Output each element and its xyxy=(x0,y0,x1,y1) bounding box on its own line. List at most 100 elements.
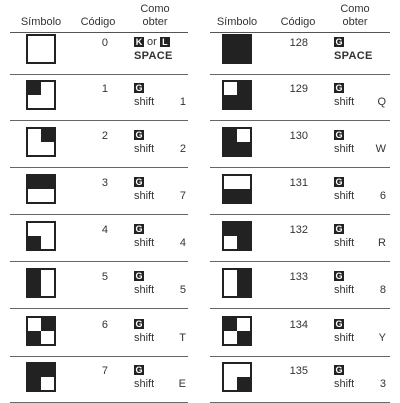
how-action: shift 1 xyxy=(134,96,186,109)
key-cap-icon: G xyxy=(334,83,344,94)
shift-label: shift xyxy=(134,284,155,296)
symbol-border xyxy=(222,362,252,392)
block-graphic-symbol xyxy=(222,221,252,251)
symbol-quadrant xyxy=(237,49,252,64)
code-value: 131 xyxy=(289,177,308,189)
shift-label: shift xyxy=(334,284,355,296)
code-value: 129 xyxy=(289,83,308,95)
how-action: shift 6 xyxy=(334,190,386,203)
header-how-right: Como obter xyxy=(330,3,380,29)
how-keys: G xyxy=(334,176,386,189)
how-action: shift T xyxy=(134,332,186,345)
block-graphic-symbol xyxy=(222,127,252,157)
key-char: W xyxy=(375,143,386,155)
symbol-quadrant xyxy=(26,236,41,251)
key-cap-icon: G xyxy=(134,365,144,376)
row-divider xyxy=(210,120,390,121)
code-value: 130 xyxy=(289,130,308,142)
how-keys: K or L xyxy=(134,36,173,49)
key-char: Q xyxy=(377,96,386,108)
key-cap-icon: G xyxy=(334,365,344,376)
key-cap-icon: K xyxy=(134,37,144,48)
row-divider xyxy=(10,167,188,168)
key-cap-icon: G xyxy=(134,319,144,330)
symbol-border xyxy=(26,34,56,64)
symbol-quadrant xyxy=(237,189,252,204)
key-char: E xyxy=(178,378,186,390)
code-value: 133 xyxy=(289,271,308,283)
key-char: 7 xyxy=(179,190,186,202)
space-label: SPACE xyxy=(334,50,373,62)
how-keys: G xyxy=(134,82,186,95)
symbol-border xyxy=(26,268,56,298)
key-char: 2 xyxy=(179,143,186,155)
symbol-border xyxy=(222,127,252,157)
block-graphic-symbol xyxy=(26,316,56,346)
row-divider xyxy=(10,261,188,262)
shift-label: shift xyxy=(134,96,155,108)
key-cap-icon: L xyxy=(159,37,170,48)
how-keys: G xyxy=(334,270,386,283)
symbol-quadrant xyxy=(26,174,41,189)
key-cap-icon: G xyxy=(334,37,344,48)
row-divider xyxy=(10,120,188,121)
how-action: SPACE xyxy=(334,50,373,63)
symbol-quadrant xyxy=(237,268,252,283)
code-value: 6 xyxy=(101,319,108,331)
block-graphic-symbol xyxy=(26,80,56,110)
code-value: 4 xyxy=(101,224,108,236)
how-keys: G xyxy=(334,129,386,142)
row-divider xyxy=(210,356,390,357)
key-char: 6 xyxy=(379,190,386,202)
symbol-quadrant xyxy=(222,142,237,157)
symbol-border xyxy=(222,80,252,110)
code-value: 132 xyxy=(289,224,308,236)
symbol-border xyxy=(222,316,252,346)
code-value: 128 xyxy=(289,37,308,49)
symbol-quadrant xyxy=(237,331,252,346)
symbol-border xyxy=(222,34,252,64)
how-keys: G xyxy=(134,176,186,189)
header-symbol-left: Símbolo xyxy=(20,16,62,28)
header-how-line2: obter xyxy=(142,16,168,28)
key-cap-icon: G xyxy=(134,83,144,94)
header-rule-right xyxy=(210,32,390,33)
row-divider xyxy=(10,214,188,215)
how-keys: G xyxy=(134,270,186,283)
key-cap-icon: G xyxy=(134,224,144,235)
shift-label: shift xyxy=(134,190,155,202)
how-action: SPACE xyxy=(134,50,173,63)
symbol-quadrant xyxy=(26,377,41,392)
row-divider xyxy=(210,214,390,215)
code-value: 2 xyxy=(101,130,108,142)
how-action: shift E xyxy=(134,378,186,391)
block-graphic-symbol xyxy=(222,316,252,346)
code-value: 5 xyxy=(101,271,108,283)
header-code-left: Código xyxy=(80,16,116,28)
row-divider xyxy=(210,74,390,75)
code-value: 1 xyxy=(101,83,108,95)
symbol-quadrant xyxy=(26,268,41,283)
how-keys: G xyxy=(334,318,386,331)
symbol-quadrant xyxy=(41,127,56,142)
symbol-quadrant xyxy=(26,283,41,298)
how-action: shift R xyxy=(334,237,386,250)
symbol-quadrant xyxy=(222,34,237,49)
symbol-border xyxy=(26,80,56,110)
key-cap-icon: G xyxy=(334,130,344,141)
symbol-border xyxy=(26,127,56,157)
block-graphic-symbol xyxy=(26,127,56,157)
block-graphic-symbol xyxy=(222,80,252,110)
how-action: shift 7 xyxy=(134,190,186,203)
symbol-quadrant xyxy=(222,127,237,142)
key-char: 4 xyxy=(179,237,186,249)
symbol-quadrant xyxy=(41,174,56,189)
how-action: shift Q xyxy=(334,96,386,109)
how-keys: G xyxy=(334,36,373,49)
shift-label: shift xyxy=(334,190,355,202)
